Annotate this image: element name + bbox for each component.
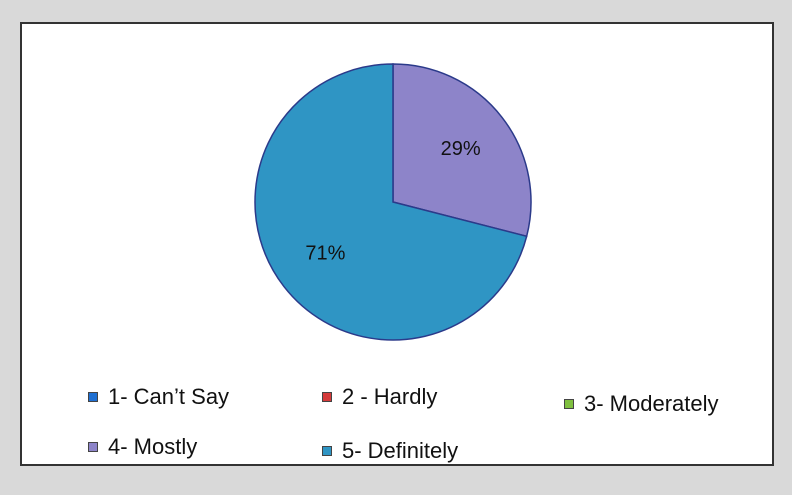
pie-data-label-4: 29%	[441, 138, 481, 160]
legend-swatch-moderately	[564, 399, 574, 409]
legend-label-hardly: 2 - Hardly	[342, 384, 438, 409]
legend-item-moderately: 3- Moderately	[564, 391, 719, 417]
legend-swatch-cant-say	[88, 392, 98, 402]
pie-slice-4	[392, 63, 532, 238]
legend-item-mostly: 4- Mostly	[88, 434, 197, 460]
legend-item-hardly: 2 - Hardly	[322, 384, 437, 410]
legend-swatch-hardly	[322, 392, 332, 402]
legend-swatch-definitely	[322, 446, 332, 456]
legend-label-cant-say: 1- Can’t Say	[108, 384, 230, 409]
legend-swatch-mostly	[88, 442, 98, 452]
legend-label-definitely: 5- Definitely	[342, 438, 459, 463]
legend-item-cant-say: 1- Can’t Say	[88, 384, 229, 410]
legend-label-mostly: 4- Mostly	[108, 434, 198, 459]
pie-chart: 29% 71%	[254, 63, 532, 341]
chart-frame: 29% 71% 1- Can’t Say 2 - Hardly 3- Modera…	[20, 22, 774, 466]
legend-item-definitely: 5- Definitely	[322, 438, 458, 464]
pie-slice-5	[254, 63, 528, 341]
pie-data-label-5: 71%	[305, 243, 345, 265]
legend-label-moderately: 3- Moderately	[584, 391, 719, 416]
